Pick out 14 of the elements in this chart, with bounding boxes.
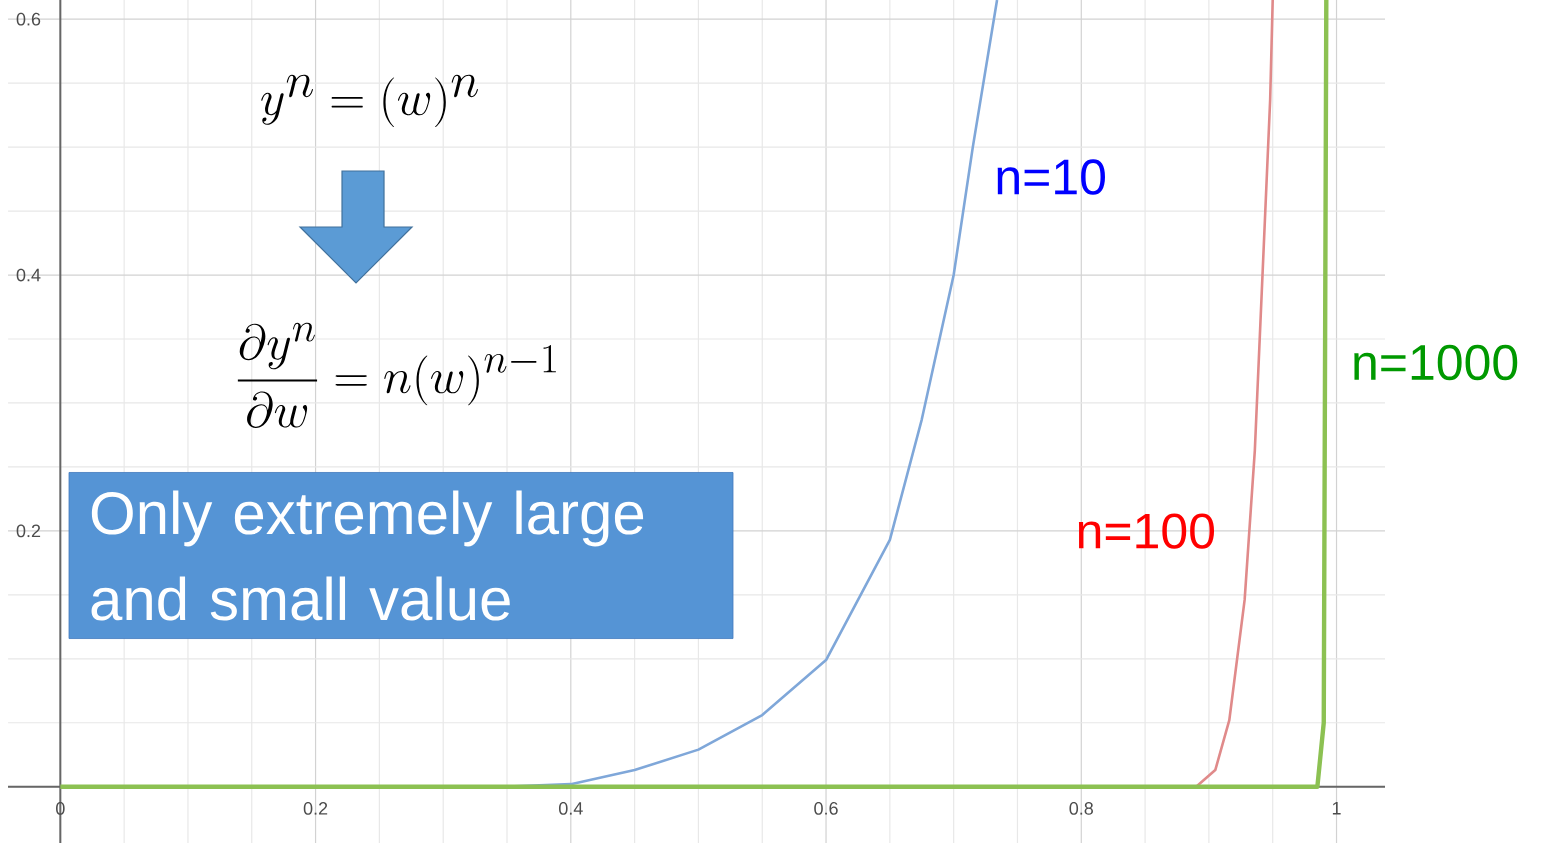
y-tick-label: 0.6 — [16, 12, 41, 26]
series-label: n=1000 — [1354, 344, 1518, 381]
x-tick-label: 1 — [1332, 802, 1341, 815]
y-tick-label: 0.4 — [16, 268, 41, 282]
x-tick-label: 0.4 — [558, 802, 583, 815]
annotation: Only extremely large and small value — [91, 490, 644, 621]
series-label: n=10 — [997, 159, 1105, 195]
x-tick-label: 0.6 — [814, 802, 838, 815]
series-label: n=100 — [1078, 513, 1215, 549]
annotation: $y^{n} = (w)^{n}$ — [261, 74, 478, 128]
x-tick-label: 0.2 — [303, 802, 328, 815]
y-tick-label: 0.2 — [16, 524, 41, 538]
annotation: $\frac{\partial y^{n}}{\partial w} = n(w)^{n-1}$ — [237, 322, 556, 429]
x-tick-label: 0.8 — [1069, 802, 1093, 815]
